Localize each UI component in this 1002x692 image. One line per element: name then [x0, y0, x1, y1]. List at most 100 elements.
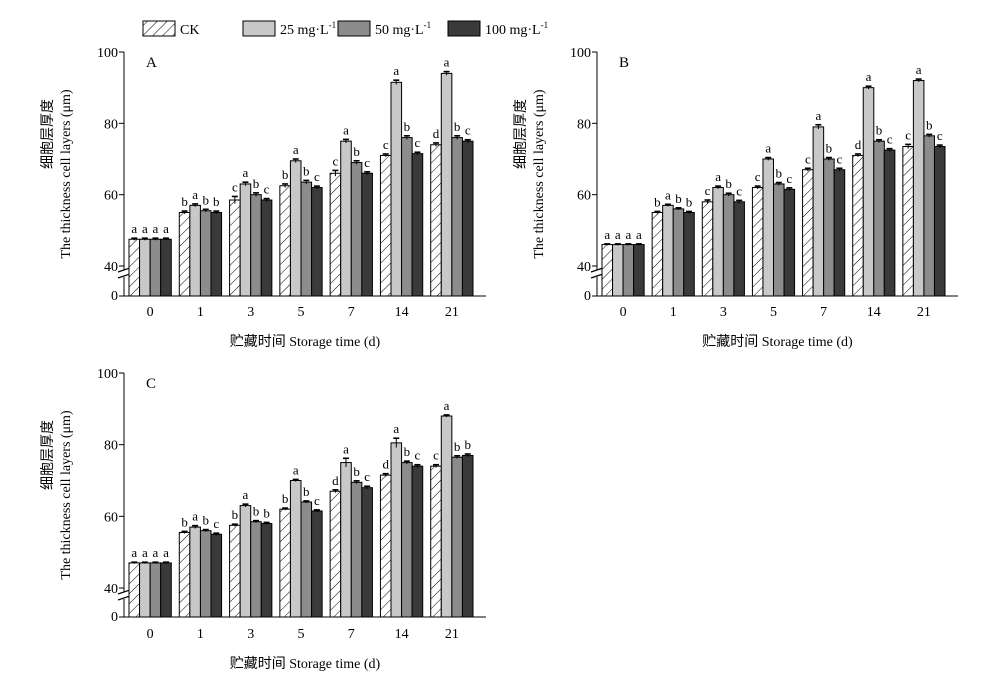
- bar: [128, 238, 141, 297]
- bar: [329, 490, 342, 618]
- significance-letter: c: [364, 469, 370, 484]
- x-axis-title: 贮藏时间 Storage time (d): [230, 656, 381, 672]
- bar: [160, 238, 172, 297]
- bar: [210, 212, 223, 297]
- legend-label: 50 mg·L-1: [375, 20, 431, 38]
- bar: [239, 183, 252, 297]
- significance-letter: a: [393, 421, 399, 436]
- x-tick-label: 7: [820, 305, 827, 320]
- bar: [712, 187, 724, 297]
- bar: [350, 481, 363, 618]
- bar: [340, 140, 352, 297]
- axis-break-mark: [117, 589, 131, 595]
- x-tick-label: 7: [348, 305, 355, 320]
- y-tick-label: 60: [104, 510, 118, 525]
- significance-letter: a: [192, 509, 198, 524]
- significance-letter: d: [855, 137, 862, 152]
- bar: [229, 524, 241, 618]
- x-axis-title: 贮藏时间 Storage time (d): [702, 334, 853, 350]
- x-tick-label: 3: [247, 305, 254, 320]
- bar: [601, 244, 614, 297]
- bar: [612, 244, 624, 297]
- axis-break-mark: [117, 267, 131, 273]
- axis-break-gap: [118, 592, 130, 599]
- significance-letter: c: [213, 516, 219, 531]
- x-tick-label: 5: [298, 305, 305, 320]
- significance-letter: b: [232, 507, 239, 522]
- axis-break-mark: [590, 273, 604, 279]
- bar: [430, 465, 442, 618]
- significance-letter: a: [131, 545, 137, 560]
- x-tick-label: 1: [197, 627, 204, 642]
- x-tick-label: 0: [147, 627, 154, 642]
- significance-letter: a: [243, 487, 249, 502]
- legend-label: 100 mg·L-1: [485, 20, 548, 38]
- significance-letter: c: [383, 137, 389, 152]
- significance-letter: b: [404, 444, 411, 459]
- bar: [733, 201, 745, 297]
- significance-letter: a: [444, 398, 450, 413]
- x-tick-label: 1: [670, 305, 677, 320]
- y-axis-title-cn: 细胞层厚度: [513, 99, 529, 169]
- significance-letter: c: [415, 448, 421, 463]
- significance-letter: b: [253, 176, 260, 191]
- significance-letter: c: [905, 127, 911, 142]
- bar: [390, 442, 403, 618]
- significance-letter: b: [353, 464, 360, 479]
- bar: [722, 194, 735, 297]
- bar: [762, 158, 775, 297]
- bar: [250, 194, 262, 297]
- bar: [440, 72, 453, 297]
- legend-swatch: [242, 20, 276, 37]
- bar: [300, 501, 313, 618]
- bar: [451, 137, 463, 297]
- legend-item-1: 25 mg·L-1: [242, 20, 337, 38]
- significance-letter: d: [332, 473, 339, 488]
- significance-letter: a: [131, 221, 137, 236]
- y-zero-label: 0: [111, 610, 118, 625]
- bar: [178, 531, 191, 618]
- bar: [178, 212, 191, 297]
- x-tick-label: 14: [867, 305, 881, 320]
- bar: [651, 212, 664, 297]
- bar: [662, 204, 674, 297]
- significance-letter: a: [815, 108, 821, 123]
- bar: [379, 154, 392, 297]
- bar: [852, 154, 864, 297]
- significance-letter: b: [253, 504, 260, 519]
- bar: [128, 562, 141, 618]
- significance-letter: b: [454, 439, 461, 454]
- bar: [229, 199, 241, 297]
- significance-letter: b: [303, 163, 310, 178]
- significance-letter: a: [916, 62, 922, 77]
- bar: [440, 415, 453, 618]
- significance-letter: b: [181, 514, 188, 529]
- significance-letter: d: [433, 126, 440, 141]
- significance-letter: a: [444, 55, 450, 70]
- significance-letter: c: [314, 169, 320, 184]
- bar: [461, 454, 474, 618]
- bar: [783, 188, 796, 297]
- bar: [210, 533, 223, 618]
- bar: [149, 238, 162, 297]
- significance-letter: b: [404, 119, 411, 134]
- axis-break-gap: [118, 270, 130, 277]
- y-zero-label: 0: [584, 289, 591, 304]
- x-axis-title: 贮藏时间 Storage time (d): [230, 334, 381, 350]
- bar: [773, 183, 785, 297]
- significance-letter: a: [343, 441, 349, 456]
- bar: [883, 149, 896, 297]
- legend-label: CK: [180, 23, 199, 38]
- significance-letter: a: [142, 545, 148, 560]
- bar: [401, 137, 413, 297]
- x-tick-label: 7: [348, 627, 355, 642]
- y-tick-label: 80: [104, 439, 118, 454]
- bar: [833, 169, 846, 297]
- significance-letter: a: [163, 221, 169, 236]
- significance-letter: b: [654, 194, 661, 209]
- bar: [361, 172, 373, 297]
- legend-superscript: -1: [329, 20, 337, 30]
